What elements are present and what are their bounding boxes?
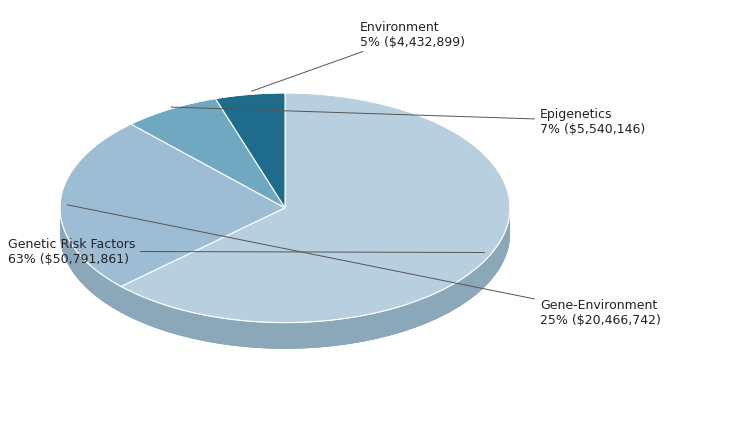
Text: Environment
5% ($4,432,899): Environment 5% ($4,432,899)	[252, 21, 465, 92]
Polygon shape	[131, 99, 285, 208]
Text: Gene-Environment
25% ($20,466,742): Gene-Environment 25% ($20,466,742)	[68, 205, 661, 326]
Polygon shape	[60, 120, 510, 349]
Polygon shape	[215, 94, 285, 208]
Polygon shape	[60, 125, 285, 287]
Polygon shape	[121, 94, 510, 323]
Text: Epigenetics
7% ($5,540,146): Epigenetics 7% ($5,540,146)	[171, 108, 645, 135]
Polygon shape	[60, 208, 510, 349]
Text: Genetic Risk Factors
63% ($50,791,861): Genetic Risk Factors 63% ($50,791,861)	[8, 238, 484, 266]
